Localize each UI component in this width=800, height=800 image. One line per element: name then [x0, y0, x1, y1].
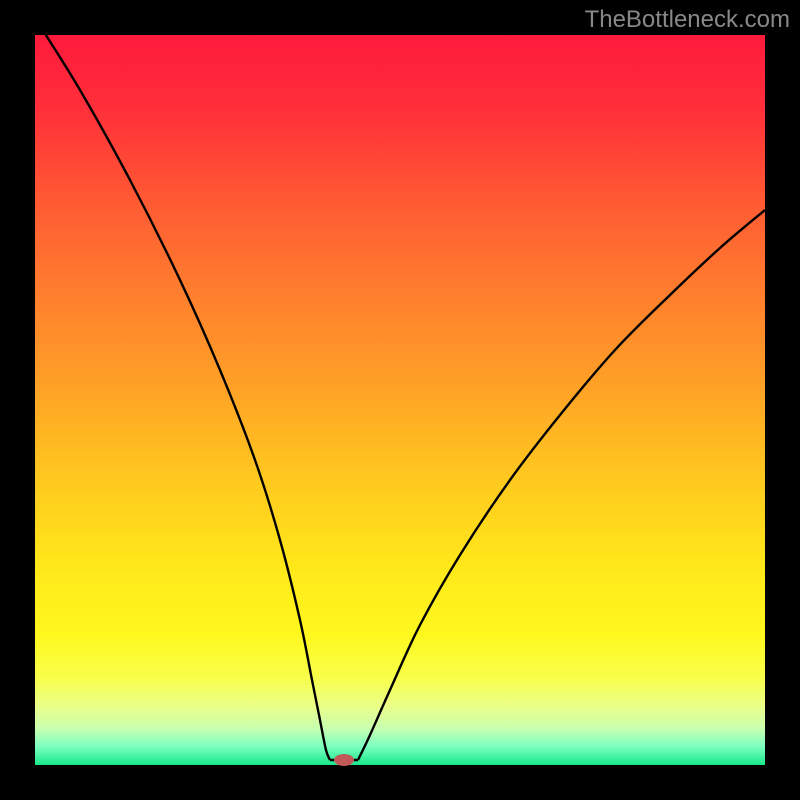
optimal-point-marker: [334, 754, 354, 766]
bottleneck-chart: [0, 0, 800, 800]
chart-container: TheBottleneck.com: [0, 0, 800, 800]
plot-background-gradient: [35, 35, 765, 765]
watermark-text: TheBottleneck.com: [585, 6, 790, 34]
